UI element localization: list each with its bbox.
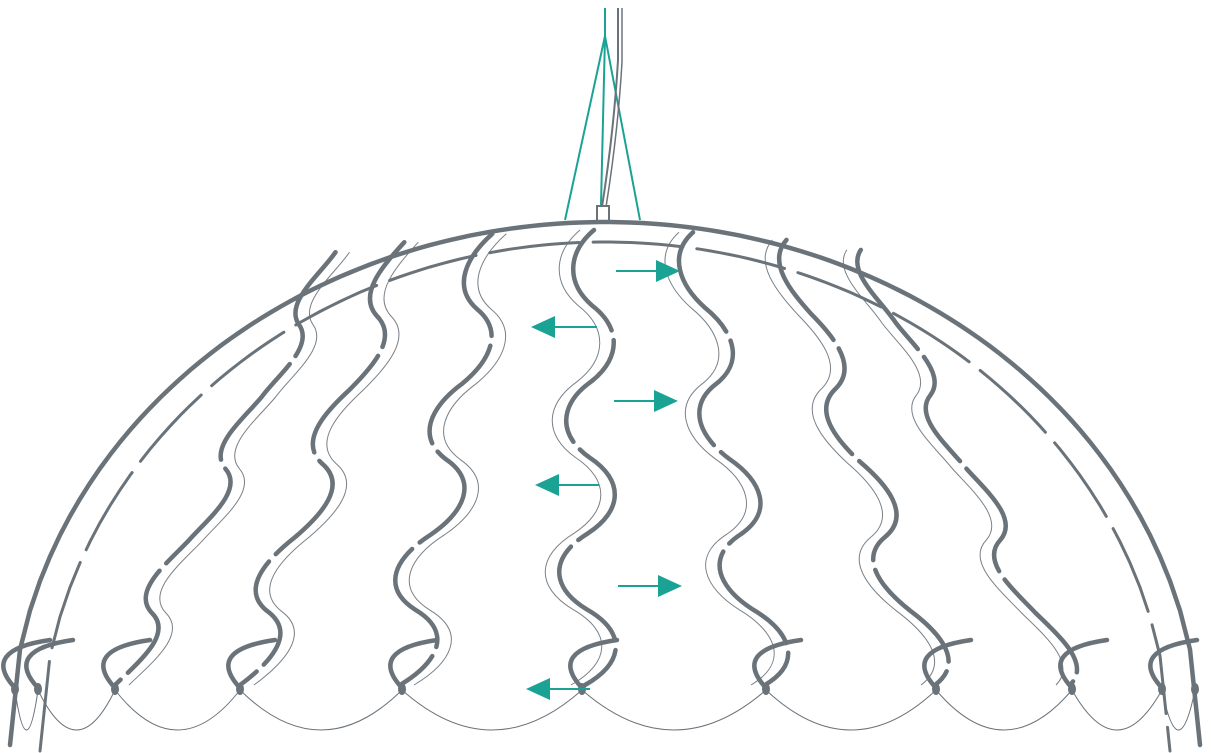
- bottom-loop-3: [114, 689, 241, 731]
- bottom-loop-1: [14, 689, 39, 731]
- bottom-petal-10: [1148, 637, 1200, 691]
- arrow-left-icon: [531, 316, 597, 338]
- power-cord-inner: [605, 8, 623, 208]
- bottom-petal-1: [1, 637, 53, 691]
- arrow-left-icon: [526, 678, 590, 700]
- bottom-edge-loops: [1, 637, 1200, 731]
- mount-hole-11: [1191, 683, 1199, 695]
- arrow-head: [658, 575, 682, 597]
- ceiling-connector: [596, 205, 610, 223]
- arrow-right-icon: [618, 575, 682, 597]
- bottom-petal-4: [226, 637, 278, 691]
- rib-6: [777, 237, 951, 688]
- rib-connector-5: [664, 231, 775, 686]
- rib-connector-3: [408, 233, 507, 686]
- arrow-head: [531, 316, 555, 338]
- rib-4: [557, 227, 618, 688]
- dome-outer-edge: [7, 219, 1203, 748]
- rib-connector-1: [128, 251, 350, 686]
- arrow-head: [535, 474, 559, 496]
- mount-hole-3: [111, 683, 119, 695]
- rib-5: [676, 230, 791, 688]
- power-cord: [601, 8, 619, 208]
- suspension-wire: [564, 8, 641, 221]
- arrow-head: [656, 260, 680, 282]
- rib-7: [855, 247, 1080, 688]
- rotation-arrows: [526, 260, 682, 700]
- bottom-petal-6: [568, 637, 620, 691]
- bottom-loop-5: [401, 689, 583, 731]
- arrow-head: [654, 390, 678, 412]
- mount-hole-8: [932, 683, 940, 695]
- bottom-loop-2: [37, 689, 116, 731]
- bottom-petal-9: [1058, 637, 1110, 691]
- suspension-cables: [564, 8, 641, 223]
- mount-hole-7: [762, 683, 770, 695]
- bottom-petal-7: [752, 637, 804, 691]
- bottom-petal-5: [388, 637, 440, 691]
- rib-3: [393, 231, 495, 688]
- arrow-right-icon: [616, 260, 680, 282]
- rib-connector-6: [764, 239, 935, 686]
- arrow-left-icon: [535, 474, 599, 496]
- mount-hole-2: [34, 683, 42, 695]
- rib-1: [112, 249, 338, 688]
- dome-inner-edge: [38, 240, 1172, 753]
- bottom-loop-10: [1161, 689, 1196, 731]
- wavy-ribs: [112, 227, 1080, 688]
- mount-hole-4: [236, 683, 244, 695]
- bottom-loop-8: [935, 689, 1073, 731]
- bottom-loop-7: [765, 689, 937, 731]
- bottom-loop-6: [581, 689, 767, 731]
- rib-connector-7: [842, 249, 1064, 686]
- bottom-petal-8: [922, 637, 974, 691]
- mount-hole-5: [398, 683, 406, 695]
- bottom-petal-2: [24, 637, 76, 691]
- mount-hole-10: [1158, 683, 1166, 695]
- bottom-petal-3: [101, 637, 153, 691]
- bottom-loop-9: [1071, 689, 1163, 731]
- mount-hole-1: [11, 683, 19, 695]
- arrow-right-icon: [614, 390, 678, 412]
- rib-2: [237, 239, 407, 688]
- arrow-head: [526, 678, 550, 700]
- bottom-loop-4: [239, 689, 403, 731]
- rib-connector-2: [253, 241, 419, 686]
- dome-outline: [7, 219, 1203, 753]
- mount-hole-9: [1068, 683, 1076, 695]
- rib-connector-4: [544, 229, 603, 686]
